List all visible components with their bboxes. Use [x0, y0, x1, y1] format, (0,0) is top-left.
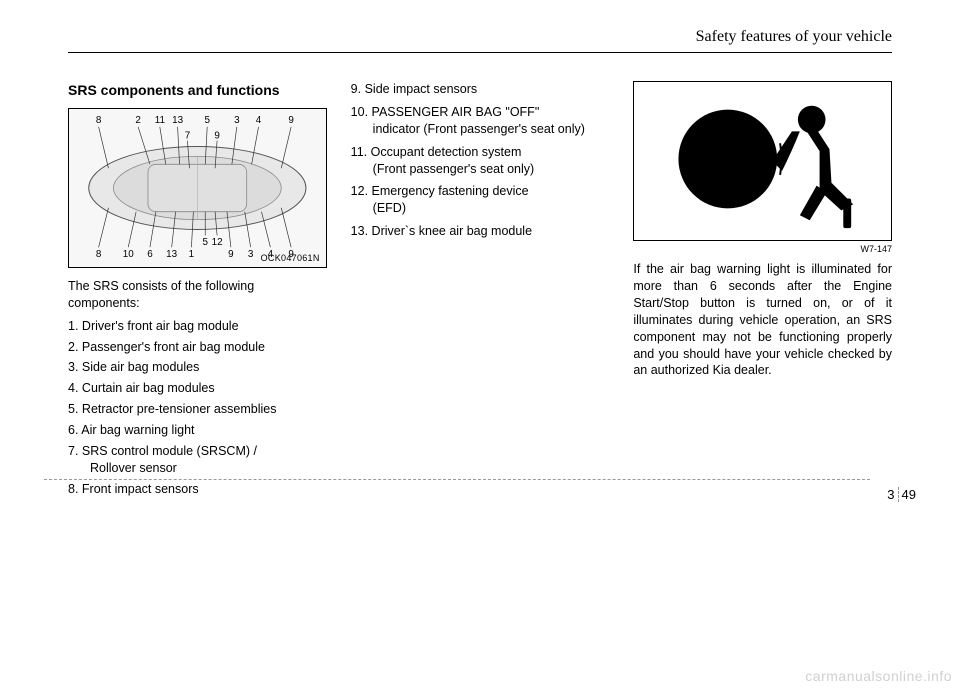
page: Safety features of your vehicle SRS comp…: [0, 0, 960, 522]
label-top-5: 3: [234, 115, 240, 126]
warning-paragraph: If the air bag warning light is illumina…: [633, 261, 892, 379]
airbag-warning-svg: [634, 82, 891, 240]
list-item: 6. Air bag warning light: [68, 422, 327, 439]
pictogram-code: W7-147: [633, 243, 892, 255]
column-2: 9. Side impact sensors 10. PASSENGER AIR…: [351, 81, 610, 502]
label-bot-2: 6: [147, 249, 153, 260]
label-top-4: 5: [204, 115, 210, 126]
label-bot-8: 3: [248, 249, 254, 260]
label-bot-5: 5: [202, 237, 208, 248]
vehicle-top-view-svg: 8 2 11 13 5 3 4 9 7 9 8 10: [69, 109, 326, 267]
label-top-3: 13: [172, 115, 183, 126]
label-bot-4: 1: [189, 249, 194, 260]
list-item: 5. Retractor pre-tensioner assemblies: [68, 401, 327, 418]
diagram-code: OCK047061N: [261, 252, 320, 264]
label-bot-7: 9: [228, 249, 234, 260]
column-3: W7-147 If the air bag warning light is i…: [633, 81, 892, 502]
list-item: 8. Front impact sensors: [68, 481, 327, 498]
label-mid-1: 9: [214, 131, 220, 142]
chapter-title: Safety features of your vehicle: [696, 28, 892, 45]
label-bot-3: 13: [166, 249, 177, 260]
label-bot-0: 8: [96, 249, 102, 260]
srs-heading: SRS components and functions: [68, 81, 327, 100]
list-item: 4. Curtain air bag modules: [68, 380, 327, 397]
list-item: 9. Side impact sensors: [351, 81, 610, 98]
list-item: 10. PASSENGER AIR BAG "OFF"indicator (Fr…: [351, 104, 610, 138]
label-top-0: 8: [96, 115, 102, 126]
page-footer: 349: [887, 487, 916, 502]
label-top-1: 2: [135, 115, 140, 126]
label-bot-6: 12: [212, 237, 223, 248]
label-top-6: 4: [256, 115, 262, 126]
srs-diagram: 8 2 11 13 5 3 4 9 7 9 8 10: [68, 108, 327, 268]
airbag-pictogram: [633, 81, 892, 241]
component-list-1: 1. Driver's front air bag module 2. Pass…: [68, 318, 327, 498]
label-bot-1: 10: [123, 249, 134, 260]
list-item: 1. Driver's front air bag module: [68, 318, 327, 335]
page-number: 49: [898, 487, 916, 502]
chapter-header: Safety features of your vehicle: [68, 28, 892, 53]
content-columns: SRS components and functions: [68, 81, 892, 502]
list-item: 11. Occupant detection system(Front pass…: [351, 144, 610, 178]
list-item: 12. Emergency fastening device(EFD): [351, 183, 610, 217]
list-item: 13. Driver`s knee air bag module: [351, 223, 610, 240]
intro-text: The SRS consists of the following compon…: [68, 278, 327, 312]
list-item: 2. Passenger's front air bag module: [68, 339, 327, 356]
footer-divider: [44, 479, 870, 480]
label-mid-0: 7: [185, 131, 190, 142]
label-top-2: 11: [155, 115, 165, 126]
section-number: 3: [887, 487, 897, 502]
list-item: 7. SRS control module (SRSCM) /Rollover …: [68, 443, 327, 477]
list-item: 3. Side air bag modules: [68, 359, 327, 376]
column-1: SRS components and functions: [68, 81, 327, 502]
label-top-7: 9: [288, 115, 294, 126]
watermark: carmanualsonline.info: [805, 668, 952, 684]
